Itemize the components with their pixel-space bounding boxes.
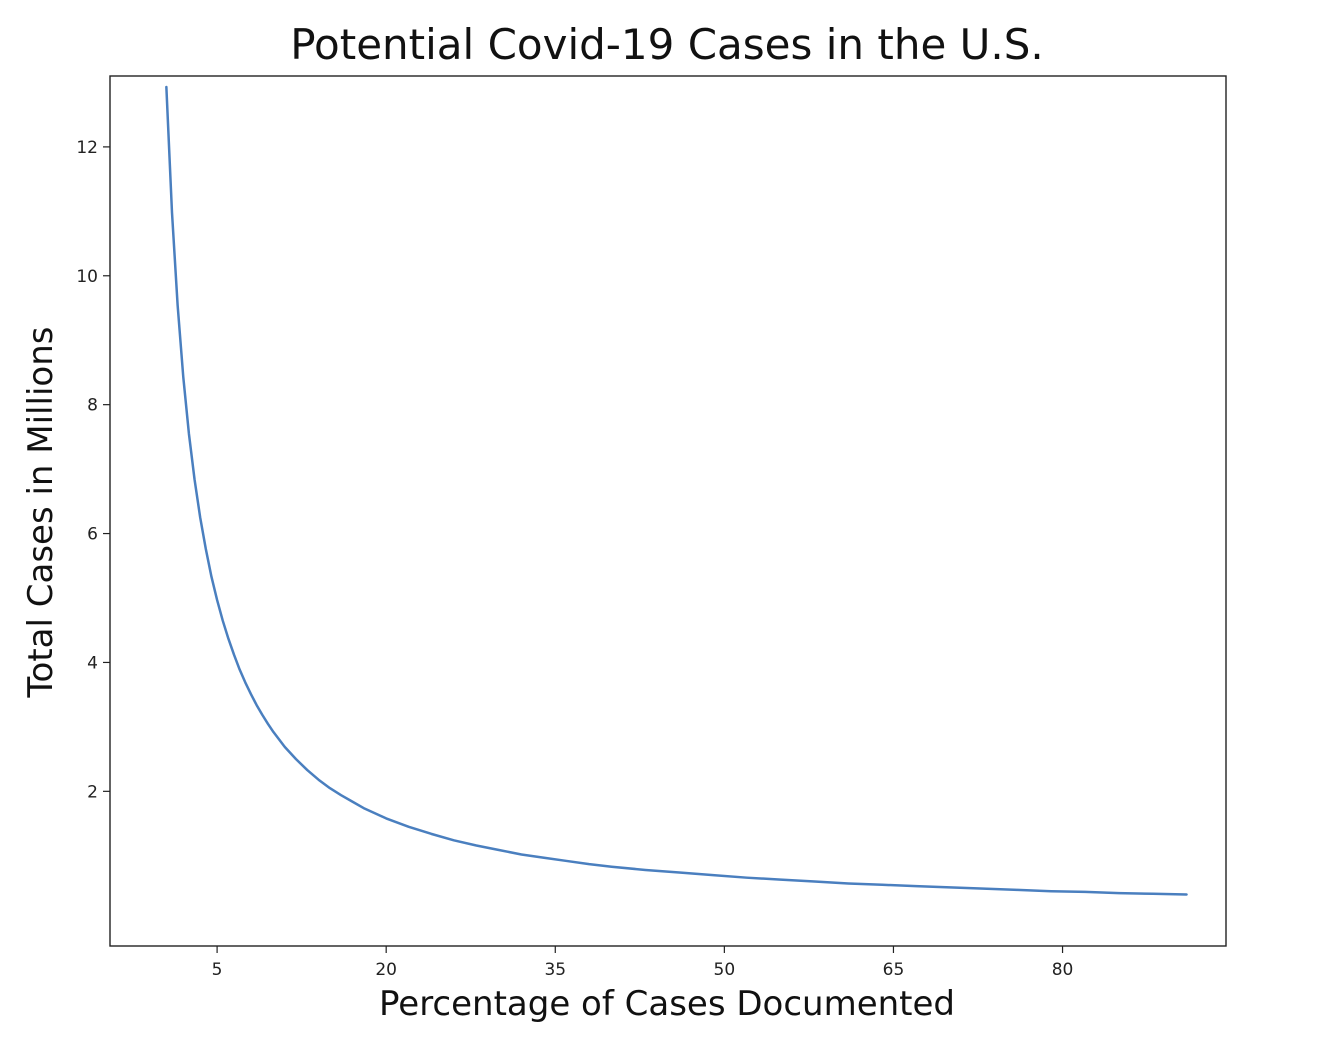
- series-points: [166, 87, 1186, 895]
- x-tick-label: 50: [714, 960, 736, 980]
- x-axis-ticks: 5 20 35 50 65 80: [212, 946, 1074, 980]
- plot-frame: [109, 75, 1227, 947]
- y-tick-label: 6: [87, 525, 98, 545]
- x-tick-label: 65: [883, 960, 905, 980]
- x-tick-label: 80: [1052, 960, 1074, 980]
- x-tick-label: 5: [212, 960, 223, 980]
- y-tick-label: 4: [87, 653, 98, 673]
- y-axis-label: Total Cases in Millions: [21, 327, 61, 699]
- x-tick-label: 20: [375, 960, 397, 980]
- y-tick-label: 2: [87, 782, 98, 802]
- chart-title: Potential Covid-19 Cases in the U.S.: [290, 20, 1044, 69]
- x-tick-label: 35: [544, 960, 566, 980]
- y-tick-label: 8: [87, 396, 98, 416]
- y-axis-ticks: 2 4 6 8 10 12: [76, 138, 110, 802]
- y-tick-label: 12: [76, 138, 98, 158]
- y-tick-label: 10: [76, 267, 98, 287]
- x-axis-label: Percentage of Cases Documented: [379, 984, 955, 1024]
- series-line: [165, 85, 1188, 896]
